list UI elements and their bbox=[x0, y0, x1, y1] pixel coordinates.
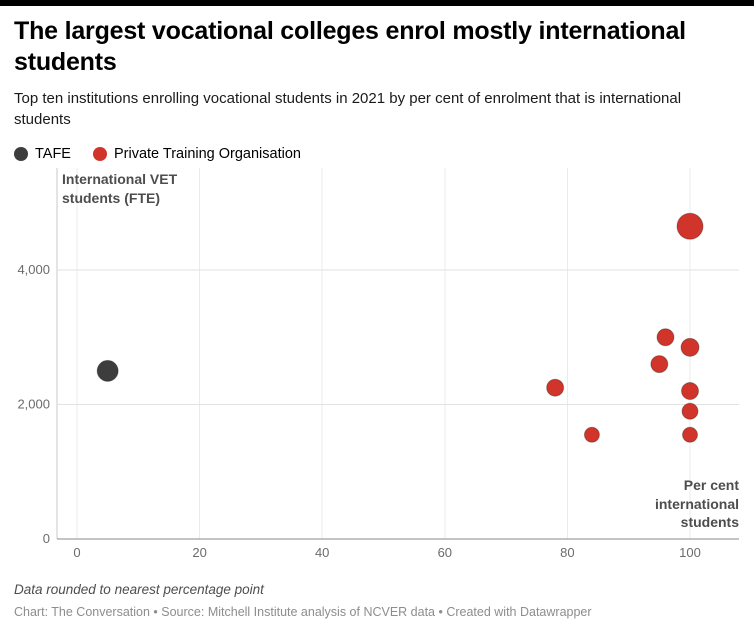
data-point[interactable] bbox=[656, 328, 675, 347]
y-tick-label: 0 bbox=[43, 531, 50, 546]
data-point[interactable] bbox=[681, 382, 699, 401]
x-tick-label: 60 bbox=[438, 545, 452, 560]
y-axis-label: International VET students (FTE) bbox=[62, 171, 178, 206]
y-tick-label: 2,000 bbox=[17, 397, 50, 412]
x-tick-label: 40 bbox=[315, 545, 329, 560]
legend: TAFE Private Training Organisation bbox=[14, 146, 740, 162]
x-axis-label: Per cent international students bbox=[654, 477, 739, 531]
legend-label: Private Training Organisation bbox=[113, 146, 301, 163]
data-point[interactable] bbox=[676, 213, 704, 241]
legend-swatch bbox=[92, 147, 107, 162]
scatter-plot-area: 0 20 40 60 80 100 0 2,000 4,000 bbox=[17, 168, 739, 560]
x-tick-label: 100 bbox=[679, 545, 701, 560]
data-point[interactable] bbox=[650, 355, 669, 374]
legend-item-private-training-organisation: Private Training Organisation bbox=[92, 146, 301, 163]
legend-label: TAFE bbox=[35, 146, 71, 163]
chart-header: The largest vocational colleges enrol mo… bbox=[0, 16, 754, 130]
data-point[interactable] bbox=[583, 427, 600, 444]
data-point[interactable] bbox=[680, 338, 700, 358]
data-point[interactable] bbox=[96, 360, 119, 383]
credit-line: Chart: The Conversation • Source: Mitche… bbox=[14, 605, 592, 620]
page-title: The largest vocational colleges enrol mo… bbox=[14, 17, 686, 76]
scatter-chart: 0 20 40 60 80 100 0 2,000 4,000 International VE… bbox=[0, 164, 754, 576]
page-subtitle: Top ten institutions enrolling vocationa… bbox=[14, 90, 682, 128]
data-point[interactable] bbox=[682, 427, 698, 444]
legend-swatch bbox=[14, 147, 28, 162]
legend-item-tafe: TAFE bbox=[14, 146, 71, 162]
footnote: Data rounded to nearest percentage point bbox=[14, 582, 264, 598]
x-tick-label: 80 bbox=[560, 545, 574, 560]
data-point[interactable] bbox=[546, 379, 565, 398]
y-tick-label: 4,000 bbox=[17, 262, 50, 277]
x-tick-label: 20 bbox=[192, 545, 206, 560]
x-tick-label: 0 bbox=[73, 545, 80, 560]
top-accent-bar bbox=[0, 0, 754, 6]
chart-footer: Data rounded to nearest percentage point… bbox=[0, 582, 754, 619]
data-point[interactable] bbox=[681, 403, 699, 421]
